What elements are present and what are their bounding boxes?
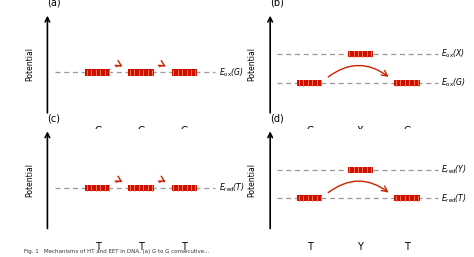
Bar xyxy=(394,80,419,86)
Bar xyxy=(394,195,419,201)
Bar xyxy=(128,185,154,191)
Text: $E_{\mathrm{ox}}$(G): $E_{\mathrm{ox}}$(G) xyxy=(219,66,243,79)
Text: Potential: Potential xyxy=(25,47,34,81)
Text: X: X xyxy=(357,126,364,136)
Text: $E_{\mathrm{ox}}$(X): $E_{\mathrm{ox}}$(X) xyxy=(441,48,465,60)
Bar xyxy=(128,69,154,76)
Text: T: T xyxy=(307,242,313,252)
Bar xyxy=(297,195,322,201)
Text: $E_{\mathrm{ox}}$(G): $E_{\mathrm{ox}}$(G) xyxy=(441,77,466,89)
Text: G: G xyxy=(181,126,188,136)
Bar xyxy=(297,80,322,86)
Text: T: T xyxy=(95,242,101,252)
Bar xyxy=(85,69,110,76)
Bar xyxy=(347,51,373,57)
Text: T: T xyxy=(182,242,187,252)
Text: G: G xyxy=(137,126,145,136)
Text: Potential: Potential xyxy=(25,163,34,197)
Text: $E_{\mathrm{red}}$(Y): $E_{\mathrm{red}}$(Y) xyxy=(441,163,467,176)
Text: (d): (d) xyxy=(270,113,284,123)
Bar xyxy=(172,69,197,76)
Text: Potential: Potential xyxy=(248,163,256,197)
Bar xyxy=(85,185,110,191)
Text: (b): (b) xyxy=(270,0,284,8)
Text: G: G xyxy=(94,126,101,136)
Text: (c): (c) xyxy=(47,113,60,123)
Text: G: G xyxy=(306,126,314,136)
Bar xyxy=(172,185,197,191)
Text: $E_{\mathrm{red}}$(T): $E_{\mathrm{red}}$(T) xyxy=(219,182,244,194)
Text: Y: Y xyxy=(357,242,363,252)
Text: G: G xyxy=(403,126,411,136)
Text: Fig. 1   Mechanisms of HT and EET in DNA. (a) G to G consecutive...: Fig. 1 Mechanisms of HT and EET in DNA. … xyxy=(24,250,209,254)
Text: T: T xyxy=(404,242,410,252)
Text: T: T xyxy=(138,242,144,252)
Text: (a): (a) xyxy=(47,0,61,8)
Text: $E_{\mathrm{red}}$(T): $E_{\mathrm{red}}$(T) xyxy=(441,192,467,205)
Bar xyxy=(347,167,373,173)
Text: Potential: Potential xyxy=(248,47,256,81)
